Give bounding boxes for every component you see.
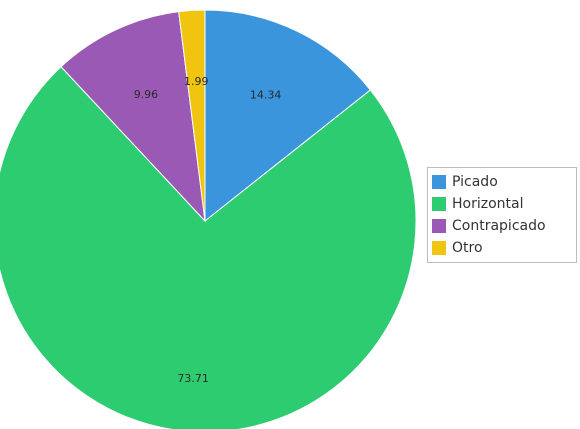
pie-chart: 14.34 73.71 9.96 1.99 [0,9,417,429]
legend-swatch [432,197,446,211]
legend-item-horizontal: Horizontal [432,193,572,215]
pie-slice-picado [204,9,372,223]
legend-label: Horizontal [452,196,524,212]
legend-item-otro: Otro [432,237,572,259]
legend-swatch [432,175,446,189]
legend-label: Otro [452,240,483,256]
legend-swatch [432,219,446,233]
slice-value-label-otro: 1.99 [184,75,209,88]
legend: Picado Horizontal Contrapicado Otro [427,167,577,263]
legend-swatch [432,241,446,255]
slice-value-label-contrapicado: 9.96 [134,88,159,101]
slice-value-label-horizontal: 73.71 [177,372,209,385]
pie-slice-horizontal [0,66,417,429]
legend-label: Picado [452,174,498,190]
legend-label: Contrapicado [452,218,546,234]
pie-slice-contrapicado [60,11,206,223]
legend-item-picado: Picado [432,171,572,193]
slice-value-label-picado: 14.34 [250,89,282,102]
pie-slice-otro [178,9,206,222]
legend-item-contrapicado: Contrapicado [432,215,572,237]
